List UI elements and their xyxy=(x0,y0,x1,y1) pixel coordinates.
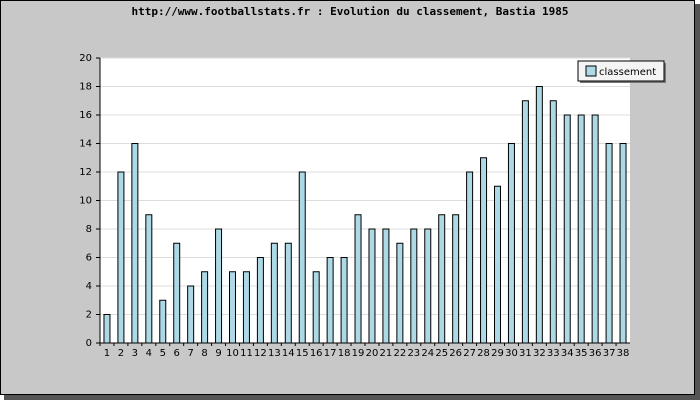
y-tick-label: 10 xyxy=(79,196,92,207)
x-tick-label: 23 xyxy=(407,348,420,359)
x-tick-label: 6 xyxy=(174,348,180,359)
x-tick-label: 38 xyxy=(617,348,630,359)
x-tick-label: 35 xyxy=(575,348,588,359)
bar xyxy=(424,228,432,344)
y-tick-label: 4 xyxy=(86,281,92,292)
bar xyxy=(577,114,585,344)
x-tick-label: 22 xyxy=(394,348,407,359)
y-tick-label: 20 xyxy=(79,53,92,64)
bar xyxy=(326,257,334,344)
x-tick-label: 16 xyxy=(310,348,323,359)
y-tick-label: 2 xyxy=(86,310,92,321)
x-tick-label: 28 xyxy=(477,348,490,359)
y-tick-label: 14 xyxy=(79,139,92,150)
x-tick-label: 17 xyxy=(324,348,337,359)
x-tick-label: 27 xyxy=(463,348,476,359)
x-tick-label: 10 xyxy=(226,348,239,359)
x-tick-label: 24 xyxy=(421,348,434,359)
y-tick-label: 0 xyxy=(86,338,92,349)
bar xyxy=(145,214,153,344)
y-tick-label: 6 xyxy=(86,253,92,264)
x-tick-label: 18 xyxy=(338,348,351,359)
x-tick-label: 13 xyxy=(268,348,281,359)
x-tick-label: 36 xyxy=(589,348,602,359)
x-tick-label: 12 xyxy=(254,348,267,359)
bar xyxy=(521,100,529,344)
x-tick-label: 8 xyxy=(201,348,207,359)
x-tick-label: 37 xyxy=(603,348,616,359)
x-tick-label: 31 xyxy=(519,348,532,359)
bar xyxy=(242,271,250,344)
bar xyxy=(619,143,627,344)
bar xyxy=(340,257,348,344)
bar xyxy=(187,285,195,344)
bar xyxy=(507,143,515,344)
bar xyxy=(368,228,376,344)
bar xyxy=(229,271,236,344)
bar xyxy=(270,242,278,344)
bar xyxy=(215,228,223,344)
x-tick-label: 19 xyxy=(352,348,365,359)
bar xyxy=(382,228,390,344)
legend-label: classement xyxy=(599,67,656,78)
x-tick-label: 3 xyxy=(132,348,138,359)
legend-box xyxy=(577,60,665,82)
y-tick-label: 18 xyxy=(79,82,92,93)
bar xyxy=(535,86,543,344)
bar xyxy=(201,271,209,344)
bar xyxy=(354,214,362,344)
bar xyxy=(256,257,264,344)
bar xyxy=(549,100,557,344)
bar xyxy=(173,242,181,344)
x-tick-label: 26 xyxy=(449,348,462,359)
x-tick-label: 21 xyxy=(380,348,393,359)
bar xyxy=(494,185,501,344)
x-tick-label: 5 xyxy=(160,348,166,359)
bar xyxy=(480,157,488,344)
y-tick-label: 16 xyxy=(79,110,92,121)
x-tick-label: 15 xyxy=(296,348,309,359)
legend-swatch xyxy=(585,65,597,77)
bar xyxy=(563,114,571,344)
x-tick-label: 1 xyxy=(104,348,110,359)
x-tick-label: 11 xyxy=(240,348,253,359)
x-tick-label: 9 xyxy=(215,348,221,359)
x-tick-label: 20 xyxy=(366,348,379,359)
chart-title: http://www.footballstats.fr : Evolution … xyxy=(131,5,568,18)
x-tick-label: 14 xyxy=(282,348,295,359)
y-tick-label: 12 xyxy=(79,167,92,178)
bar xyxy=(410,228,418,344)
x-tick-label: 2 xyxy=(118,348,124,359)
x-tick-label: 25 xyxy=(435,348,448,359)
bar xyxy=(312,271,320,344)
x-tick-label: 7 xyxy=(187,348,193,359)
x-tick-label: 34 xyxy=(561,348,574,359)
bar xyxy=(466,171,474,344)
bar xyxy=(159,299,167,344)
y-tick-label: 8 xyxy=(86,224,92,235)
bar xyxy=(605,143,613,344)
x-tick-label: 33 xyxy=(547,348,560,359)
x-tick-label: 29 xyxy=(491,348,504,359)
bar xyxy=(284,242,292,344)
bar xyxy=(103,314,111,344)
bar xyxy=(117,171,125,344)
x-tick-label: 32 xyxy=(533,348,546,359)
bar xyxy=(396,242,404,344)
bar xyxy=(438,214,446,344)
x-tick-label: 30 xyxy=(505,348,518,359)
bar xyxy=(452,214,460,344)
x-tick-label: 4 xyxy=(146,348,152,359)
bar xyxy=(591,114,599,344)
bar xyxy=(131,143,139,344)
bar xyxy=(298,171,306,344)
